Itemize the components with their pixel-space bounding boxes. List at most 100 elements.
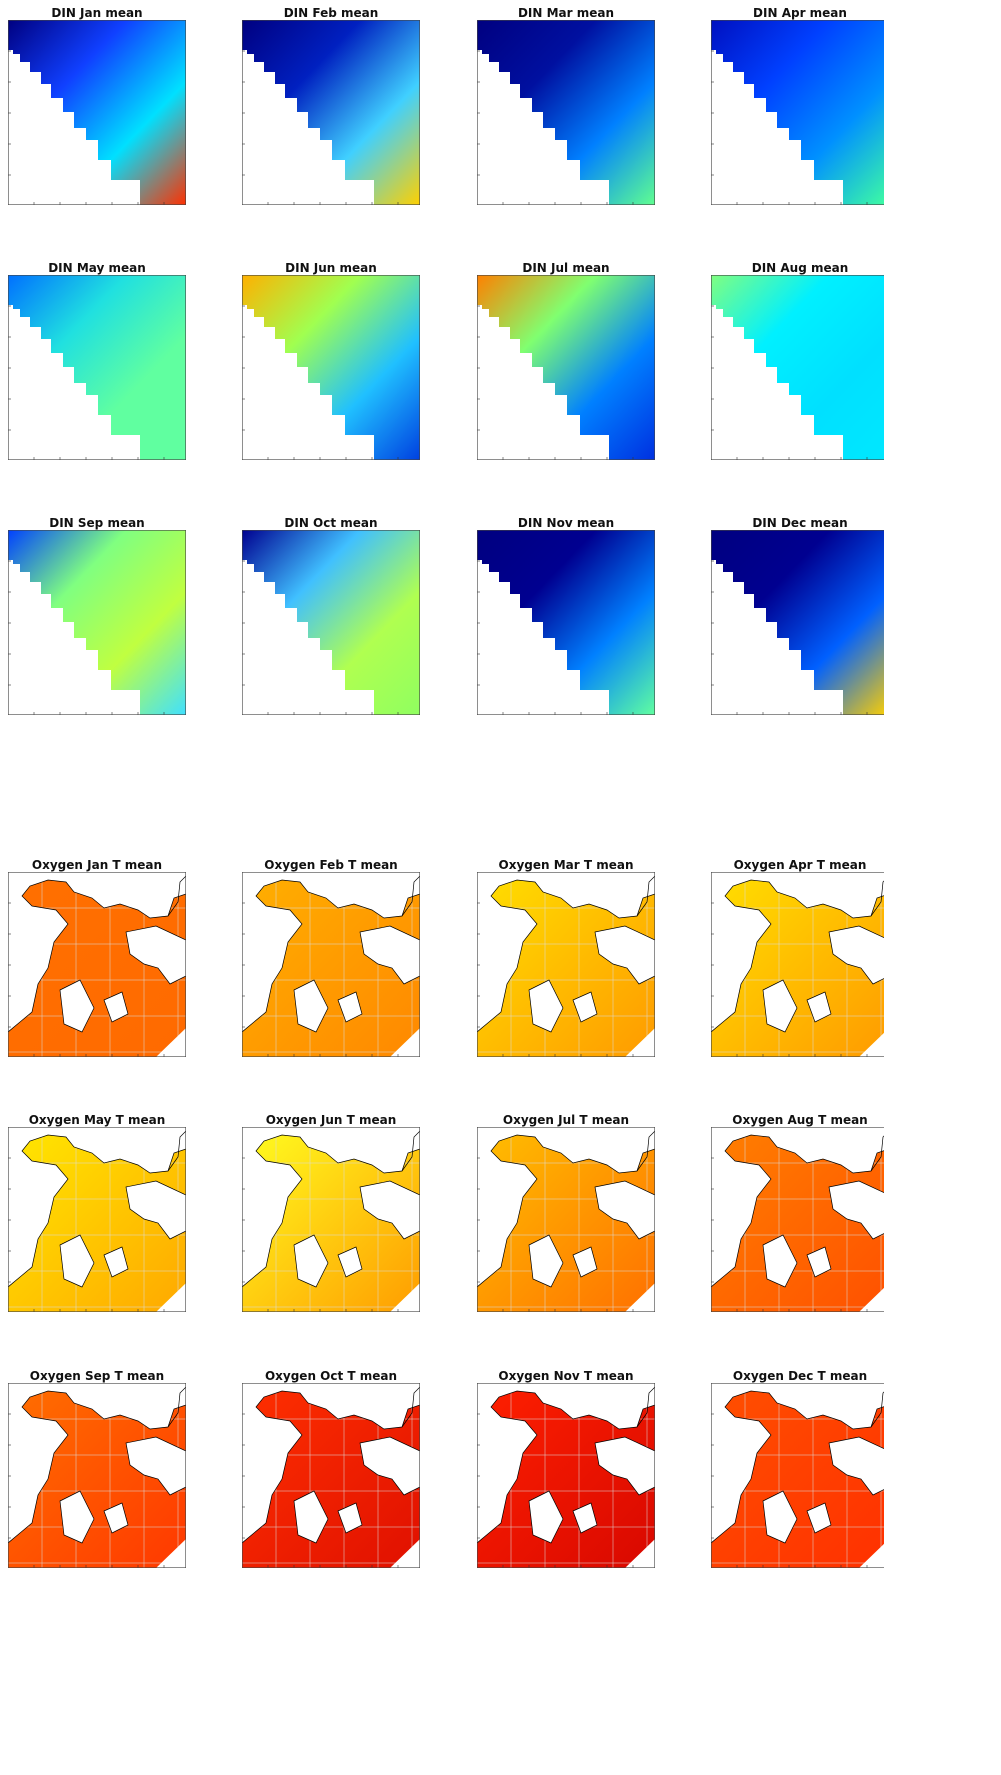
land xyxy=(477,50,609,205)
frame xyxy=(711,872,884,1057)
frame xyxy=(477,1127,655,1312)
frame xyxy=(8,275,186,460)
domain-edge xyxy=(156,1028,186,1057)
panel: Oxygen Dec T mean xyxy=(711,1369,884,1568)
coastline xyxy=(528,1234,564,1288)
coastline xyxy=(167,875,186,917)
plot xyxy=(711,1383,884,1568)
domain-edge xyxy=(625,1283,655,1312)
frame xyxy=(711,20,884,205)
coastline xyxy=(594,1180,655,1240)
frame xyxy=(477,1383,655,1568)
panel-title: Oxygen Jul T mean xyxy=(502,1113,630,1127)
plot xyxy=(711,530,884,715)
domain-edge xyxy=(390,1283,420,1312)
panel-title: DIN Nov mean xyxy=(517,516,615,530)
land xyxy=(477,560,609,715)
coastline xyxy=(762,979,798,1033)
coastline xyxy=(401,875,420,917)
coastline xyxy=(870,1391,884,1428)
land xyxy=(242,305,374,460)
land xyxy=(477,305,609,460)
land xyxy=(242,50,374,205)
frame xyxy=(711,530,884,715)
panel-title: DIN Oct mean xyxy=(284,516,378,530)
panel-title: DIN Jul mean xyxy=(522,261,610,275)
coastline xyxy=(528,1490,564,1544)
panel-title: DIN Mar mean xyxy=(517,6,615,20)
panel: Oxygen Mar T mean xyxy=(477,858,655,1057)
coastline xyxy=(594,925,655,985)
coastline xyxy=(359,1436,420,1496)
panel: Oxygen Feb T mean xyxy=(242,858,420,1057)
coastline xyxy=(762,1234,798,1288)
frame xyxy=(242,1383,420,1568)
coastline xyxy=(572,1246,598,1278)
frame xyxy=(477,275,655,460)
plot xyxy=(242,1127,420,1312)
panel-title: Oxygen Sep T mean xyxy=(29,1369,165,1383)
panel: DIN May mean xyxy=(8,261,186,460)
coastline xyxy=(636,1130,655,1172)
frame xyxy=(711,1383,884,1568)
coastline xyxy=(572,1502,598,1534)
domain-edge xyxy=(156,1539,186,1568)
panel-title: Oxygen Feb T mean xyxy=(264,858,398,872)
panel-title: Oxygen Jan T mean xyxy=(31,858,163,872)
coastline xyxy=(59,1490,95,1544)
panel-title: DIN Dec mean xyxy=(752,516,848,530)
plot xyxy=(477,275,655,460)
coastline xyxy=(103,1246,129,1278)
plot xyxy=(242,1383,420,1568)
plot xyxy=(242,275,420,460)
coastline xyxy=(401,1386,420,1428)
panel-title: DIN May mean xyxy=(48,261,146,275)
panel: Oxygen Oct T mean xyxy=(242,1369,420,1568)
panel: Oxygen Jul T mean xyxy=(477,1113,655,1312)
plot xyxy=(477,1383,655,1568)
coastline xyxy=(762,1490,798,1544)
frame xyxy=(242,275,420,460)
frame xyxy=(711,275,884,460)
panel-title: Oxygen Aug T mean xyxy=(732,1113,868,1127)
coastline xyxy=(572,991,598,1023)
panel-title: DIN Jan mean xyxy=(51,6,143,20)
plot xyxy=(477,530,655,715)
plot xyxy=(242,20,420,205)
panel: Oxygen May T mean xyxy=(8,1113,186,1312)
domain-edge xyxy=(390,1028,420,1057)
frame xyxy=(8,20,186,205)
panel: DIN Apr mean xyxy=(711,6,884,205)
panel: DIN Mar mean xyxy=(477,6,655,205)
domain-edge xyxy=(625,1539,655,1568)
figure: DIN Jan mean DIN Feb mean DIN Mar mean DIN … xyxy=(8,6,884,1568)
panel-title: DIN Apr mean xyxy=(753,6,847,20)
coastline xyxy=(806,991,832,1023)
panel-title: DIN Feb mean xyxy=(283,6,379,20)
frame xyxy=(477,530,655,715)
panel: Oxygen Jun T mean xyxy=(242,1113,420,1312)
panel: DIN Jul mean xyxy=(477,261,655,460)
panel: DIN Feb mean xyxy=(242,6,420,205)
plot xyxy=(477,20,655,205)
domain-edge xyxy=(390,1539,420,1568)
plot xyxy=(8,530,186,715)
coastline xyxy=(59,1234,95,1288)
coastline xyxy=(293,1490,329,1544)
coastline xyxy=(59,979,95,1033)
land xyxy=(711,50,843,205)
plot xyxy=(711,20,884,205)
plot xyxy=(711,275,884,460)
coastline xyxy=(401,1130,420,1172)
plot xyxy=(711,872,884,1057)
coastline xyxy=(636,1386,655,1428)
land xyxy=(711,560,843,715)
frame xyxy=(477,872,655,1057)
panel: DIN Dec mean xyxy=(711,516,884,715)
coastline xyxy=(337,991,363,1023)
panel-title: Oxygen Jun T mean xyxy=(265,1113,397,1127)
frame xyxy=(242,872,420,1057)
coastline xyxy=(337,1246,363,1278)
frame xyxy=(477,20,655,205)
coastline xyxy=(167,1386,186,1428)
